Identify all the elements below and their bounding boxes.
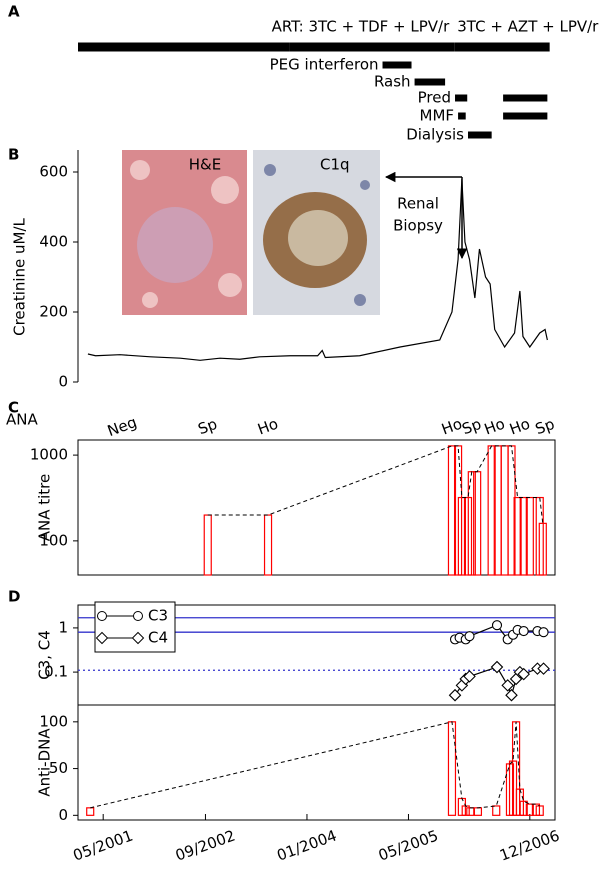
y-axis-label: Creatinine uM/L: [11, 217, 29, 335]
bar: [519, 800, 528, 816]
bar: [492, 805, 501, 816]
c1q-image: [253, 150, 380, 315]
annotation: Biopsy: [393, 217, 443, 235]
treatment-label: MMF: [420, 107, 455, 125]
treatment-bar: [455, 94, 468, 102]
treatment-bar: [503, 94, 548, 102]
treatment-label: PEG interferon: [270, 56, 379, 74]
pattern-label: Neg: [105, 413, 139, 440]
y-axis-label: C3, C4: [36, 630, 54, 680]
y-tick-label: 50: [49, 759, 68, 777]
plot-frame: [77, 439, 556, 576]
treatment-bar: [382, 61, 412, 69]
bar: [473, 471, 482, 576]
x-tick-label: 09/2002: [173, 826, 238, 864]
bar: [447, 445, 457, 576]
point: [491, 620, 503, 631]
treatment-label: ART: 3TC + TDF + LPV/r: [272, 18, 450, 36]
bar: [525, 803, 534, 816]
y-tick-label: 1: [58, 618, 68, 636]
treatment-bar: [414, 78, 446, 86]
treatment-label: 3TC + AZT + LPV/r: [457, 18, 599, 36]
bar: [473, 807, 483, 816]
point: [463, 670, 476, 683]
bar: [513, 496, 522, 576]
y-tick-label: 600: [39, 163, 68, 181]
annotation: Renal: [397, 195, 439, 213]
bar: [457, 496, 466, 576]
legend-label: C4: [148, 629, 168, 647]
point: [464, 631, 475, 642]
panel-label: C: [8, 399, 19, 417]
pattern-label: Sp: [533, 415, 557, 438]
y-tick-label: 100: [39, 531, 68, 549]
connector-line: [207, 445, 544, 524]
treatment-bar: [503, 112, 548, 120]
x-tick-label: 05/2005: [376, 826, 441, 864]
treatment-bar: [467, 131, 492, 139]
point: [517, 667, 530, 681]
image-label: C1q: [320, 156, 350, 174]
point: [538, 627, 549, 638]
legend-label: C3: [148, 607, 168, 625]
bar: [203, 514, 212, 576]
x-tick-label: 05/2001: [71, 826, 136, 864]
panel-label: D: [8, 588, 20, 606]
y-tick-label: 100: [39, 712, 68, 730]
panel-label: A: [8, 3, 20, 21]
plot-frame: [77, 704, 556, 821]
legend-marker: [133, 611, 143, 621]
legend-marker: [131, 631, 145, 645]
y-tick-label: 400: [39, 233, 68, 251]
pattern-label: Ho: [255, 415, 280, 439]
point: [490, 660, 504, 674]
pattern-title: ANA: [6, 411, 38, 429]
y-tick-label: 0: [58, 806, 68, 824]
legend-marker: [97, 611, 107, 621]
point: [505, 688, 518, 702]
pattern-label: Sp: [460, 415, 484, 438]
pattern-label: Ho: [507, 415, 532, 439]
point: [537, 662, 550, 675]
y-axis-label: Anti-DNA: [36, 728, 54, 797]
bar: [519, 496, 528, 576]
y-tick-label: 1000: [30, 446, 68, 464]
x-tick-label: 01/2004: [274, 826, 339, 864]
data-line: [87, 178, 548, 361]
bar: [500, 445, 509, 576]
point: [448, 688, 462, 702]
bar: [466, 807, 475, 816]
x-tick-label: 12/2006: [497, 826, 562, 864]
y-tick-label: 0: [58, 373, 68, 391]
pattern-label: Sp: [196, 415, 220, 438]
connector-line: [90, 721, 540, 809]
he-image: [122, 150, 247, 315]
treatment-label: Dialysis: [406, 126, 464, 144]
point: [501, 679, 514, 692]
treatment-bar: [454, 42, 550, 52]
treatment-bar: [289, 42, 455, 52]
y-tick-label: 0.1: [44, 663, 68, 681]
pattern-label: Ho: [439, 415, 464, 439]
image-label: H&E: [189, 156, 221, 174]
legend-box: [94, 601, 176, 653]
bar: [447, 721, 457, 816]
y-tick-label: 200: [39, 303, 68, 321]
legend-marker: [95, 631, 109, 645]
bar: [538, 522, 547, 576]
treatment-bar: [78, 42, 290, 52]
bar: [86, 807, 95, 816]
bar: [263, 514, 273, 576]
treatment-bar: [458, 112, 466, 120]
point: [518, 625, 529, 637]
panel-label: B: [8, 146, 19, 164]
treatment-label: Rash: [374, 73, 411, 91]
treatment-label: Pred: [418, 89, 451, 107]
y-axis-label: ANA titre: [36, 474, 54, 542]
pattern-label: Ho: [482, 415, 507, 439]
